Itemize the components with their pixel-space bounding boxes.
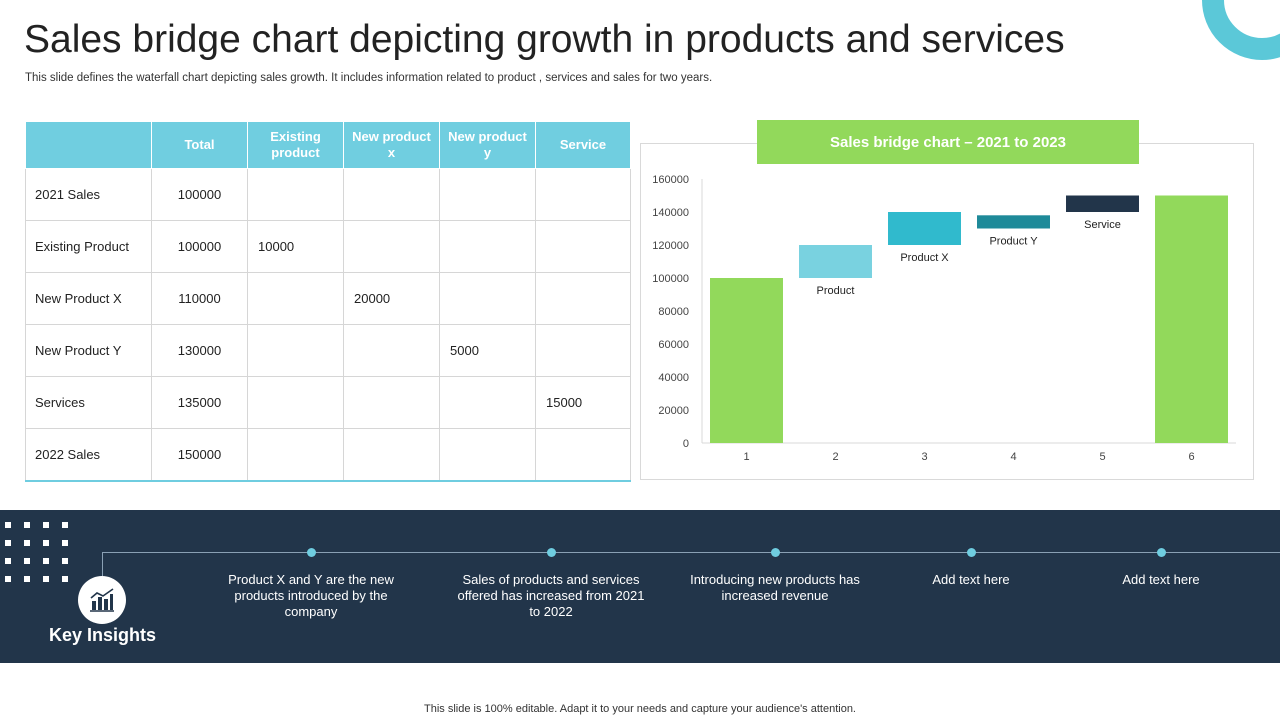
bar-label: Product X [900,252,949,264]
table-cell: 110000 [151,272,248,325]
key-insights-band [0,510,1280,663]
table-cell [343,220,440,273]
table-header: Existing product [247,121,344,169]
y-tick-label: 80000 [658,306,689,318]
insight-text: Add text here [932,572,1010,587]
bar [1155,195,1228,443]
table-header: New product y [439,121,536,169]
y-tick-label: 120000 [652,240,689,252]
table-cell: Services [25,376,152,429]
timeline-connector [102,552,103,576]
bar [977,215,1050,229]
table-cell [343,168,440,221]
y-tick-label: 160000 [652,174,689,186]
table-cell: 100000 [151,220,248,273]
table-header-row: Total Existing product New product x New… [25,121,631,169]
table-header [25,121,152,169]
table-cell: 20000 [343,272,440,325]
footer-note: This slide is 100% editable. Adapt it to… [424,703,856,715]
key-insights-label: Key Insights [48,625,157,645]
y-tick-label: 140000 [652,207,689,219]
bar [710,278,783,443]
insight-text: Add text here [1122,572,1200,587]
y-tick-label: 40000 [658,372,689,384]
table-cell: 130000 [151,324,248,377]
page-title: Sales bridge chart depicting growth in p… [24,18,1065,61]
timeline-dot [771,548,780,557]
y-tick-label: 0 [683,438,689,450]
chart-title: Sales bridge chart – 2021 to 2023 [757,120,1139,164]
table-cell [535,168,631,221]
x-tick-label: 2 [832,451,838,463]
table-row: New Product Y 130000 5000 [25,324,631,377]
bar-label: Product Y [989,236,1038,248]
table-cell: 5000 [439,324,536,377]
table-cell [247,168,344,221]
table-cell: New Product X [25,272,152,325]
table-cell [247,376,344,429]
timeline-dot [547,548,556,557]
x-tick-label: 3 [921,451,927,463]
table-cell: 2021 Sales [25,168,152,221]
timeline-dot [307,548,316,557]
table-cell: 150000 [151,428,248,482]
table-cell: 100000 [151,168,248,221]
table-cell [535,324,631,377]
table-row: 2021 Sales 100000 [25,168,631,221]
decorative-ring [1202,0,1280,60]
table-cell [439,376,536,429]
table-row: Services 135000 15000 [25,376,631,429]
table-cell: 135000 [151,376,248,429]
table-cell [343,428,440,482]
waterfall-chart: 0 20000 40000 60000 80000 100000 120000 140000 1… [652,174,1236,463]
bar-label: Product [817,285,855,297]
x-tick-label: 5 [1099,451,1105,463]
table-cell [343,376,440,429]
table-cell [343,324,440,377]
table-cell [439,220,536,273]
insight-text: Product X and Y are the new products int… [228,572,394,619]
table-cell [535,272,631,325]
table-cell: 10000 [247,220,344,273]
y-tick-label: 100000 [652,273,689,285]
table-cell [439,272,536,325]
bar [799,245,872,278]
sales-table: Total Existing product New product x New… [25,121,631,482]
bar [888,212,961,245]
table-cell [535,428,631,482]
table-cell [439,428,536,482]
table-cell [247,324,344,377]
bar-label: Service [1084,219,1121,231]
table-cell: Existing Product [25,220,152,273]
table-row: Existing Product 100000 10000 [25,220,631,273]
table-cell: 2022 Sales [25,428,152,482]
page-subtitle: This slide defines the waterfall chart d… [25,72,713,84]
insight-text: Introducing new products has increased r… [690,572,860,603]
table-cell [439,168,536,221]
bar [1066,195,1139,212]
x-tick-label: 4 [1010,451,1016,463]
table-header: New product x [343,121,440,169]
table-header: Total [151,121,248,169]
table-cell: New Product Y [25,324,152,377]
table-header: Service [535,121,631,169]
y-tick-label: 20000 [658,405,689,417]
table-row: New Product X 110000 20000 [25,272,631,325]
table-cell: 15000 [535,376,631,429]
y-tick-label: 60000 [658,339,689,351]
x-tick-label: 6 [1188,451,1194,463]
table-cell [247,272,344,325]
timeline-dot [967,548,976,557]
x-tick-label: 1 [743,451,749,463]
table-row: 2022 Sales 150000 [25,428,631,482]
table-cell [247,428,344,482]
insight-text: Sales of products and services offered h… [457,572,645,619]
chart-icon [78,576,126,624]
timeline-dot [1157,548,1166,557]
table-cell [535,220,631,273]
timeline-line [102,552,1280,553]
